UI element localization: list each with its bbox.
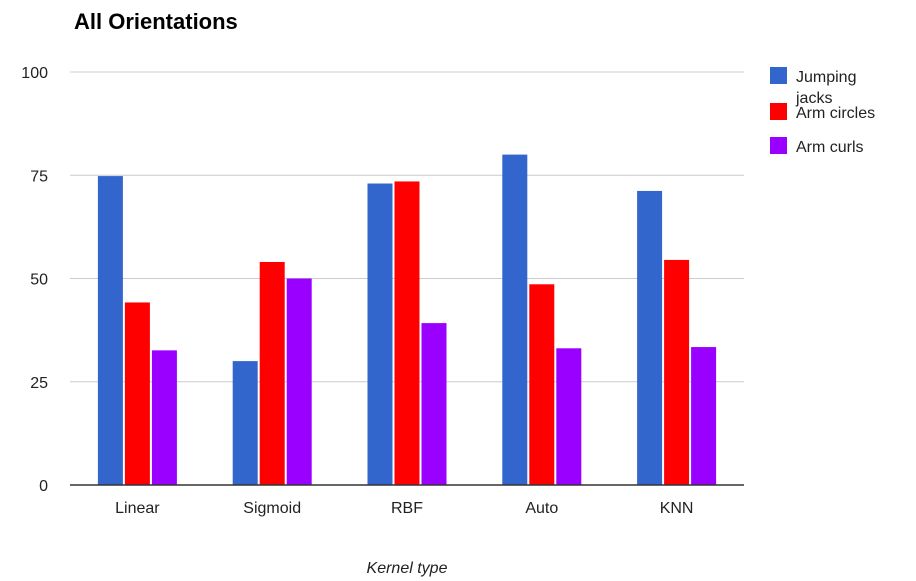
legend-label: Arm circles	[796, 105, 875, 122]
bar-rbf-arm-circles	[394, 181, 420, 485]
x-tick-label: RBF	[391, 500, 423, 517]
y-tick-label: 25	[30, 375, 48, 392]
y-tick-label: 0	[39, 478, 48, 495]
legend-label: Jumping jacks	[795, 69, 856, 107]
x-tick-label: Sigmoid	[243, 500, 301, 517]
y-axis-ticks: 0 25 50 75 100	[21, 65, 48, 495]
bar-sigmoid-arm-curls	[286, 278, 312, 485]
y-tick-label: 100	[21, 65, 48, 82]
bar-sigmoid-arm-circles	[259, 261, 285, 485]
x-tick-label: Auto	[525, 500, 558, 517]
chart-title: All Orientations	[74, 9, 238, 34]
legend-swatch	[770, 137, 787, 154]
x-tick-label: Linear	[115, 500, 160, 517]
bar-rbf-jumping-jacks	[367, 183, 393, 485]
bar-linear-jumping-jacks	[97, 176, 123, 486]
bar-knn-arm-curls	[691, 347, 717, 485]
bar-auto-jumping-jacks	[502, 154, 528, 485]
bar-knn-arm-circles	[664, 259, 690, 485]
x-axis-title: Kernel type	[367, 560, 448, 577]
bars	[97, 154, 717, 486]
bar-linear-arm-circles	[124, 302, 150, 485]
legend-swatch	[770, 103, 787, 120]
bar-knn-jumping-jacks	[637, 190, 663, 485]
bar-auto-arm-circles	[529, 284, 555, 485]
x-tick-label: KNN	[660, 500, 694, 517]
y-tick-label: 50	[30, 272, 48, 289]
bar-auto-arm-curls	[556, 348, 582, 485]
x-axis-ticks: Linear Sigmoid RBF Auto KNN	[115, 500, 693, 517]
bar-sigmoid-jumping-jacks	[232, 361, 258, 485]
legend-swatch	[770, 67, 787, 84]
y-tick-label: 75	[30, 168, 48, 185]
legend-label: Arm curls	[796, 139, 864, 156]
bar-rbf-arm-curls	[421, 323, 447, 485]
bar-linear-arm-curls	[151, 350, 177, 485]
